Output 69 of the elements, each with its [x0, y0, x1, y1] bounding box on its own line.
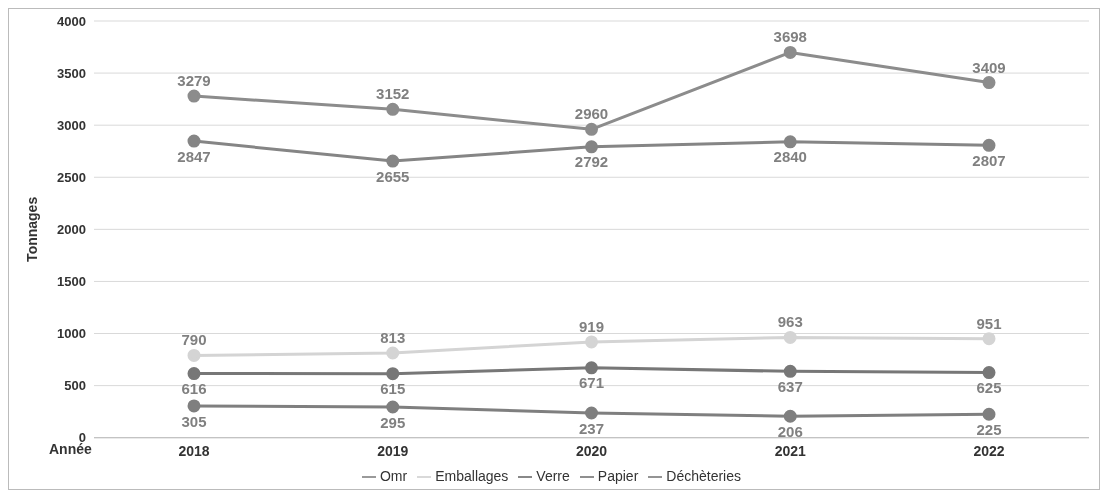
data-label: 305 [181, 412, 207, 430]
legend-label: Verre [536, 467, 570, 484]
point [783, 45, 797, 59]
point [585, 335, 598, 349]
y-tick-label: 3000 [57, 117, 86, 133]
data-label: 616 [181, 380, 207, 398]
data-label: 2807 [972, 151, 1006, 169]
point [585, 361, 598, 375]
data-label: 963 [777, 313, 803, 331]
data-label: 637 [777, 377, 803, 395]
y-tick-label: 500 [64, 378, 86, 394]
data-label: 919 [578, 317, 605, 335]
data-label: 225 [976, 420, 1002, 438]
data-label: 2792 [574, 153, 609, 171]
x-tick-label: 2022 [973, 442, 1005, 459]
point [386, 400, 400, 414]
y-tick-label: 3500 [57, 65, 86, 81]
data-label: 2840 [773, 148, 807, 166]
data-label: 790 [181, 331, 207, 349]
x-tick-label: 2021 [774, 442, 807, 459]
y-tick-label: 1500 [57, 274, 86, 290]
y-tick-label: 4000 [57, 13, 86, 29]
point [187, 367, 201, 381]
data-label: 671 [578, 374, 605, 392]
y-tick-label: 2000 [57, 221, 86, 237]
legend-label: Déchèteries [666, 467, 741, 484]
point [187, 134, 201, 148]
data-label: 813 [380, 329, 406, 347]
point [585, 140, 598, 154]
data-label: 951 [976, 314, 1002, 332]
point [982, 366, 996, 380]
point [982, 332, 996, 346]
point [386, 154, 400, 168]
point [585, 122, 598, 136]
legend-label: Papier [597, 467, 639, 484]
y-tick-label: 1000 [57, 326, 86, 342]
data-label: 3409 [972, 58, 1006, 76]
y-axis-title: Tonnages [23, 196, 40, 262]
point [386, 367, 400, 381]
point [187, 348, 201, 362]
data-label: 237 [578, 419, 605, 437]
point [783, 135, 797, 149]
data-label: 2847 [177, 147, 211, 165]
data-label: 3152 [376, 85, 410, 103]
point [585, 406, 598, 420]
point [386, 346, 400, 360]
x-tick-label: 2019 [377, 442, 409, 459]
legend-label: Emballages [435, 467, 509, 484]
data-label: 3279 [177, 72, 211, 90]
legend-label: Omr [379, 467, 408, 484]
point [187, 89, 201, 103]
data-label: 615 [380, 380, 406, 398]
data-label: 625 [976, 379, 1002, 397]
x-tick-label: 2018 [178, 442, 210, 459]
data-label: 2960 [574, 105, 609, 123]
data-label: 295 [380, 413, 406, 431]
point [982, 76, 996, 90]
point [982, 138, 996, 152]
point [982, 407, 996, 421]
y-tick-label: 2500 [57, 169, 86, 185]
x-tick-label: 2020 [575, 442, 608, 459]
point [386, 102, 400, 116]
point [783, 409, 797, 423]
data-label: 3698 [773, 28, 807, 46]
point [187, 399, 201, 413]
point [783, 330, 797, 344]
data-label: 206 [777, 422, 803, 440]
point [783, 364, 797, 378]
data-label: 2655 [376, 167, 410, 185]
